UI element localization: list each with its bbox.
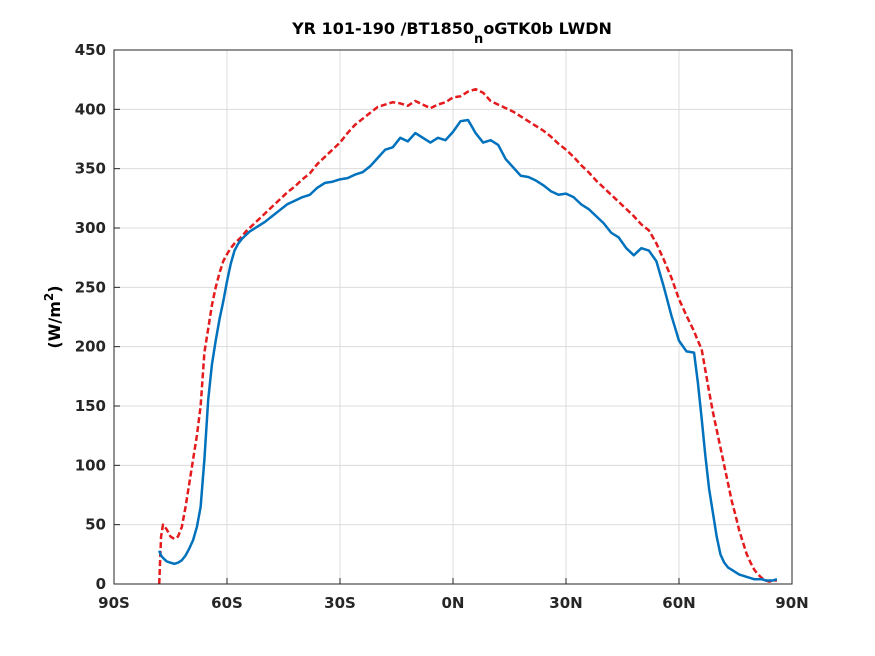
y-axis-label: (W/m2) (42, 285, 64, 348)
chart-title-subscript: n (474, 32, 483, 47)
chart-title-tail: oGTK0b LWDN (483, 19, 612, 38)
y-tick-label: 350 (75, 160, 106, 178)
y-tick-label: 150 (75, 397, 106, 415)
y-axis-label-tail: ) (45, 285, 64, 292)
y-tick-label: 200 (75, 338, 106, 356)
y-tick-label: 300 (75, 219, 106, 237)
y-axis-label-main: (W/m (45, 301, 64, 348)
series-line-blue-solid (158, 118, 778, 582)
chart-title: YR 101-190 /BT1850noGTK0b LWDN (291, 19, 612, 47)
x-tick-label: 0N (442, 594, 465, 612)
x-tick-label: 90N (775, 594, 808, 612)
y-tick-label: 50 (85, 516, 106, 534)
y-tick-label: 450 (75, 41, 106, 59)
y-tick-label: 250 (75, 278, 106, 296)
x-axis-ticks: 90S 60S 30S 0N 30N 60N 90N (98, 578, 809, 612)
y-tick-label: 0 (96, 575, 106, 593)
series-lines (157, 87, 778, 585)
y-axis-label-superscript: 2 (42, 293, 56, 301)
y-tick-label: 400 (75, 100, 106, 118)
y-axis-ticks: 0 50 100 150 200 250 300 350 400 450 (75, 41, 120, 593)
y-tick-label: 100 (75, 456, 106, 474)
x-tick-label: 30S (324, 594, 356, 612)
x-tick-label: 60N (662, 594, 695, 612)
x-tick-label: 60S (211, 594, 243, 612)
series-line-red-dashed (157, 87, 777, 585)
chart-title-main: YR 101-190 /BT1850 (291, 19, 474, 38)
x-tick-label: 90S (98, 594, 130, 612)
x-tick-label: 30N (549, 594, 582, 612)
